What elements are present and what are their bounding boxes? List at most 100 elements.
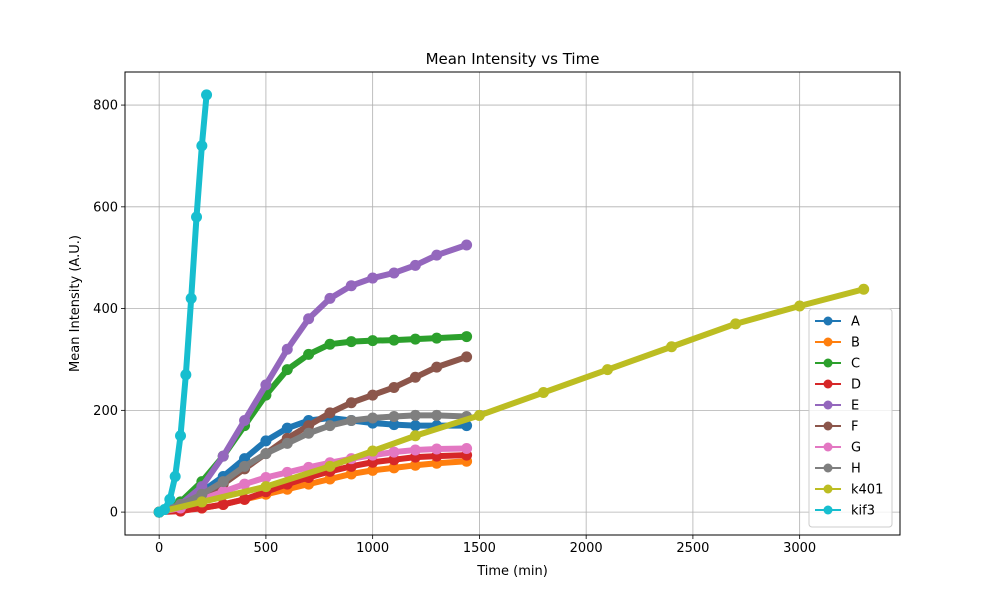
- data-point: [281, 364, 293, 376]
- y-tick-label: 800: [93, 99, 118, 114]
- legend-label: kif3: [851, 504, 875, 519]
- legend-label: B: [851, 336, 860, 351]
- series-line: [156, 91, 210, 516]
- data-point: [794, 300, 806, 312]
- data-point: [281, 466, 293, 478]
- x-tick-label: 2500: [676, 541, 709, 556]
- data-point: [367, 389, 379, 401]
- series-layer: [153, 89, 870, 518]
- data-point: [409, 459, 421, 471]
- y-tick-label: 200: [93, 404, 118, 419]
- data-point: [388, 446, 400, 458]
- data-point: [858, 283, 870, 295]
- data-point: [388, 334, 400, 346]
- data-point: [303, 348, 315, 360]
- x-tick-label: 1000: [356, 541, 389, 556]
- data-point: [431, 443, 443, 455]
- legend-marker: [823, 316, 833, 326]
- data-point: [180, 369, 192, 381]
- y-tick-label: 0: [110, 506, 118, 521]
- legend-item-C: C: [815, 357, 860, 372]
- legend-label: A: [851, 315, 860, 330]
- data-point: [196, 140, 208, 152]
- data-point: [217, 450, 229, 462]
- legend-marker: [823, 337, 833, 347]
- y-axis-label: Mean Intensity (A.U.): [68, 235, 83, 372]
- data-point: [324, 292, 336, 304]
- legend-label: G: [851, 441, 861, 456]
- data-point: [303, 313, 315, 325]
- data-point: [260, 448, 272, 460]
- legend-marker: [823, 379, 833, 389]
- data-point: [409, 409, 421, 421]
- data-point: [388, 419, 400, 431]
- data-point: [388, 410, 400, 422]
- legend-label: C: [851, 357, 860, 372]
- data-point: [324, 473, 336, 485]
- data-point: [281, 422, 293, 434]
- data-point: [217, 498, 229, 510]
- legend-item-A: A: [815, 315, 860, 330]
- data-point: [461, 443, 473, 455]
- data-point: [191, 211, 203, 223]
- legend-label: D: [851, 378, 861, 393]
- data-point: [730, 318, 742, 330]
- legend-item-E: E: [815, 399, 859, 414]
- data-point: [345, 415, 357, 427]
- legend-marker: [823, 400, 833, 410]
- series-kif3: [153, 89, 213, 518]
- x-tick-label: 1500: [463, 541, 496, 556]
- data-point: [281, 343, 293, 355]
- data-point: [239, 460, 251, 472]
- data-point: [367, 445, 379, 457]
- data-point: [461, 351, 473, 363]
- data-point: [602, 364, 614, 376]
- data-point: [409, 444, 421, 456]
- series-H: [153, 409, 473, 518]
- x-tick-label: 0: [155, 541, 163, 556]
- data-point: [239, 415, 251, 427]
- data-point: [260, 481, 272, 493]
- data-point: [324, 460, 336, 472]
- legend-item-k401: k401: [815, 483, 883, 498]
- data-point: [388, 267, 400, 279]
- data-point: [345, 460, 357, 472]
- data-point: [431, 332, 443, 344]
- data-point: [388, 454, 400, 466]
- x-axis-label: Time (min): [476, 564, 548, 579]
- data-point: [324, 420, 336, 432]
- data-point: [260, 379, 272, 391]
- data-point: [431, 249, 443, 261]
- legend-item-G: G: [815, 441, 861, 456]
- data-point: [239, 478, 251, 490]
- data-point: [158, 504, 170, 516]
- data-point: [461, 331, 473, 343]
- data-point: [431, 409, 443, 421]
- data-point: [409, 333, 421, 345]
- data-point: [367, 412, 379, 424]
- legend-label: H: [851, 462, 861, 477]
- legend-marker: [823, 442, 833, 452]
- data-point: [196, 496, 208, 508]
- data-point: [260, 472, 272, 484]
- data-point: [473, 409, 485, 421]
- data-point: [409, 371, 421, 383]
- data-point: [388, 462, 400, 474]
- y-tick-label: 400: [93, 302, 118, 317]
- legend-marker: [823, 421, 833, 431]
- data-point: [185, 292, 197, 304]
- data-point: [537, 387, 549, 399]
- data-point: [281, 437, 293, 449]
- legend-item-kif3: kif3: [815, 504, 875, 519]
- data-point: [409, 259, 421, 271]
- data-point: [367, 272, 379, 284]
- data-point: [196, 488, 208, 500]
- data-point: [409, 420, 421, 432]
- data-point: [345, 397, 357, 409]
- data-point: [164, 493, 176, 505]
- data-point: [409, 430, 421, 442]
- legend-marker: [823, 484, 833, 494]
- data-point: [260, 435, 272, 447]
